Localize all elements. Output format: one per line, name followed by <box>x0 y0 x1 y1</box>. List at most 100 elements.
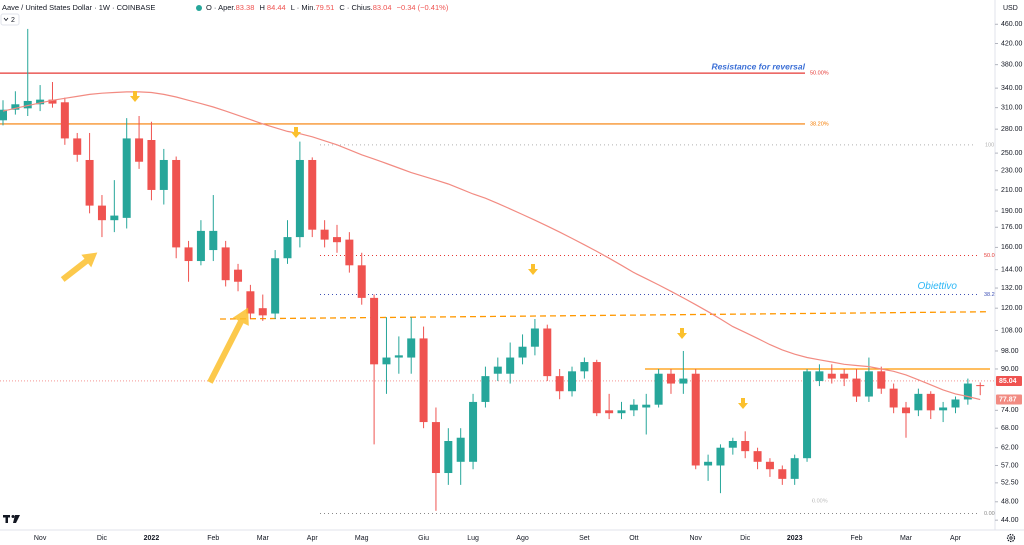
candle-body <box>815 371 824 382</box>
y-tick-label: 190.00 <box>1001 208 1023 215</box>
change-value: −0.34 (−0.41%) <box>397 3 449 12</box>
level-label: 50.0 <box>984 253 995 259</box>
down-arrow <box>528 264 538 275</box>
candle-body <box>592 362 601 414</box>
candle-body <box>295 159 304 238</box>
candle-body <box>209 230 218 251</box>
ohlc-header: O · Aper.83.38 H 84.44 L · Min.79.51 C · … <box>206 3 449 12</box>
candle-body <box>827 373 836 379</box>
indicator-count: 2 <box>11 17 15 24</box>
candle-body <box>481 376 490 402</box>
level-label: 0.00% <box>812 498 828 504</box>
y-tick-label: 144.00 <box>1001 267 1023 274</box>
candle-body <box>147 140 156 190</box>
x-tick-label: Apr <box>950 535 962 542</box>
candle-body <box>568 371 577 392</box>
y-tick-label: 176.00 <box>1001 224 1023 231</box>
down-arrow <box>130 91 140 102</box>
x-tick-label: Mar <box>900 535 913 542</box>
tv-logo <box>3 515 20 523</box>
candle-body <box>36 99 45 105</box>
chevron <box>3 17 9 22</box>
y-tick-label: 48.00 <box>1001 499 1019 506</box>
y-tick-label: 210.00 <box>1001 187 1023 194</box>
candle-body <box>23 100 32 109</box>
candle-body <box>506 357 515 374</box>
candle-body <box>221 247 230 281</box>
candle-body <box>605 410 614 414</box>
candle-body <box>394 355 403 358</box>
x-tick-label: Giu <box>418 535 429 542</box>
candle-body <box>283 237 292 259</box>
candle-body <box>357 265 366 298</box>
candle-body <box>97 205 106 221</box>
candle-body <box>939 407 948 411</box>
y-tick-label: 340.00 <box>1001 85 1023 92</box>
x-tick-label: Dic <box>740 535 751 542</box>
candle-body <box>852 378 861 397</box>
candle-body <box>382 357 391 365</box>
ma-price-box <box>996 394 1022 405</box>
candle-body <box>790 458 799 479</box>
y-tick-label: 98.00 <box>1001 348 1019 355</box>
candle-body <box>370 297 379 365</box>
candle-body <box>345 239 354 266</box>
y-tick-label: 280.00 <box>1001 126 1023 133</box>
candle-body <box>234 269 243 282</box>
indicator-toggle[interactable]: 2 <box>0 13 20 26</box>
toggle-box[interactable] <box>0 13 20 26</box>
down-arrow <box>738 398 748 409</box>
candle-body <box>135 138 144 162</box>
low-value: 79.51 <box>316 3 335 12</box>
y-tick-label: 460.00 <box>1001 21 1023 28</box>
candle-body <box>654 373 663 405</box>
close-value: 83.04 <box>373 3 392 12</box>
candle-body <box>308 159 317 230</box>
candle-body <box>765 461 774 470</box>
y-tick-label: 68.00 <box>1001 425 1019 432</box>
settings-button[interactable] <box>1006 533 1016 543</box>
candle-body <box>555 376 564 392</box>
arrows <box>60 91 748 409</box>
gear-icon[interactable] <box>1006 533 1016 543</box>
candle-body <box>840 373 849 379</box>
currency-label: USD <box>1003 5 1018 12</box>
candle-body <box>691 373 700 466</box>
level-label: 100 <box>985 142 994 148</box>
candle-body <box>951 399 960 408</box>
y-tick-label: 310.00 <box>1001 105 1023 112</box>
candle-body <box>159 159 168 190</box>
open-label: O · Aper. <box>206 3 236 12</box>
y-tick-label: 420.00 <box>1001 40 1023 47</box>
candle-body <box>926 393 935 411</box>
candle-body <box>431 422 440 474</box>
candle-body <box>246 291 255 314</box>
candle-body <box>518 346 527 358</box>
candle-body <box>456 437 465 462</box>
x-tick-label: Mar <box>257 535 270 542</box>
high-value: 84.44 <box>267 3 286 12</box>
trendline <box>219 311 991 320</box>
gear-hub <box>1009 536 1013 540</box>
y-tick-label: 62.00 <box>1001 445 1019 452</box>
level-label: 38.2 <box>984 292 995 298</box>
candle-body <box>320 229 329 240</box>
plot <box>0 28 995 515</box>
candle-body <box>753 451 762 462</box>
logo-part <box>13 515 20 523</box>
y-tick-label: 74.00 <box>1001 407 1019 414</box>
candle-body <box>332 237 341 243</box>
candle-body <box>196 230 205 262</box>
open-value: 83.38 <box>236 3 255 12</box>
candle-body <box>716 447 725 466</box>
down-arrow <box>677 328 687 339</box>
y-tick-label: 57.00 <box>1001 462 1019 469</box>
candle-body <box>889 388 898 408</box>
candle-body <box>493 366 502 374</box>
annotation: Resistance for reversal <box>711 61 805 71</box>
y-tick-label: 132.00 <box>1001 285 1023 292</box>
candle-body <box>666 373 675 384</box>
candle-body <box>444 441 453 474</box>
candle-body <box>469 401 478 462</box>
